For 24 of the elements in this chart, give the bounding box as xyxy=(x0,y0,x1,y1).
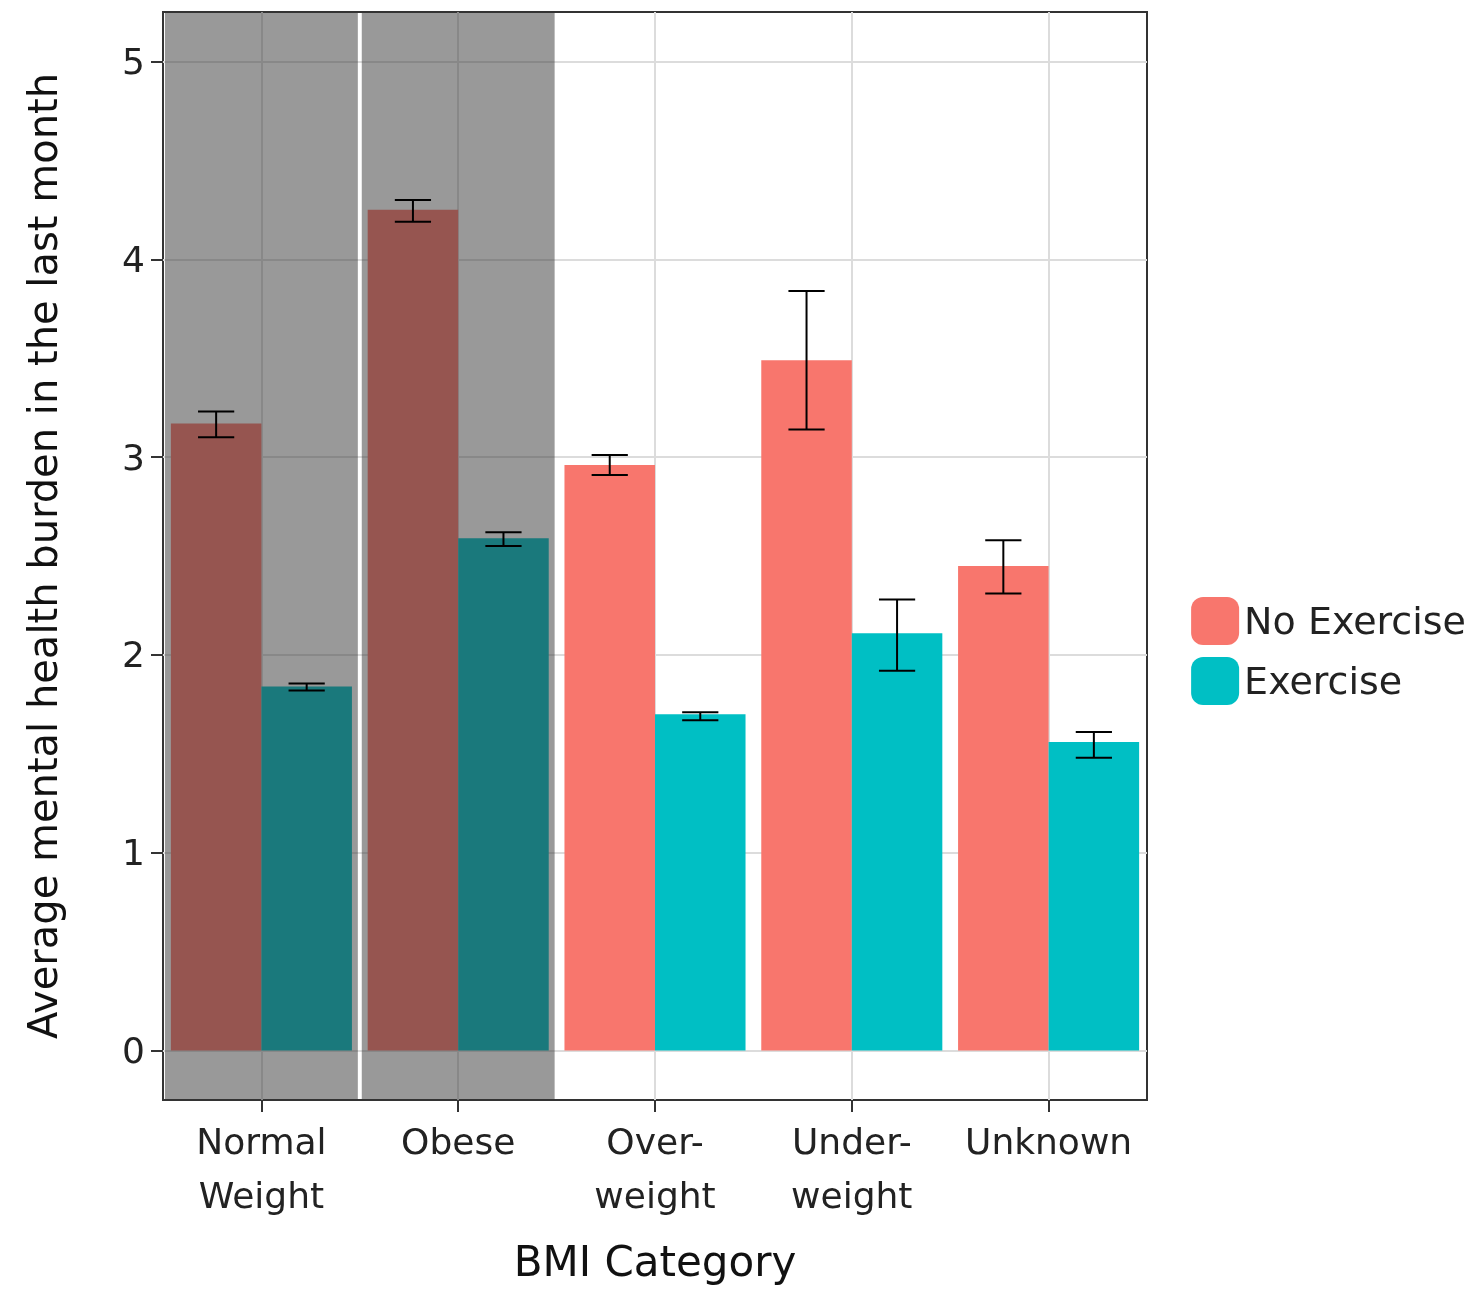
bar xyxy=(458,538,549,1051)
x-tick-label: Obese xyxy=(401,1120,516,1162)
x-axis-title: BMI Category xyxy=(513,1236,797,1286)
y-axis-title: Average mental health burden in the last month xyxy=(20,72,66,1040)
legend-label: Exercise xyxy=(1244,659,1403,703)
x-tick-label: Over-weight xyxy=(594,1120,716,1216)
y-tick-label: 1 xyxy=(122,832,145,874)
x-tick-label: Under-weight xyxy=(791,1120,913,1216)
bar xyxy=(958,565,1049,1051)
y-tick-label: 2 xyxy=(122,634,145,676)
y-tick-label: 3 xyxy=(122,436,145,478)
x-tick-label: Unknown xyxy=(965,1120,1133,1162)
bar xyxy=(170,423,262,1051)
bar xyxy=(1048,741,1140,1051)
y-tick-label: 0 xyxy=(122,1030,145,1072)
bar xyxy=(261,686,352,1051)
bar xyxy=(851,633,943,1051)
x-tick-label: Normal Weight xyxy=(196,1120,327,1216)
bar xyxy=(564,465,655,1051)
y-tick-label: 4 xyxy=(122,238,145,280)
bar xyxy=(655,714,746,1051)
bar xyxy=(761,360,852,1051)
y-tick-label: 5 xyxy=(122,40,145,82)
legend-label: No Exercise xyxy=(1244,599,1467,643)
